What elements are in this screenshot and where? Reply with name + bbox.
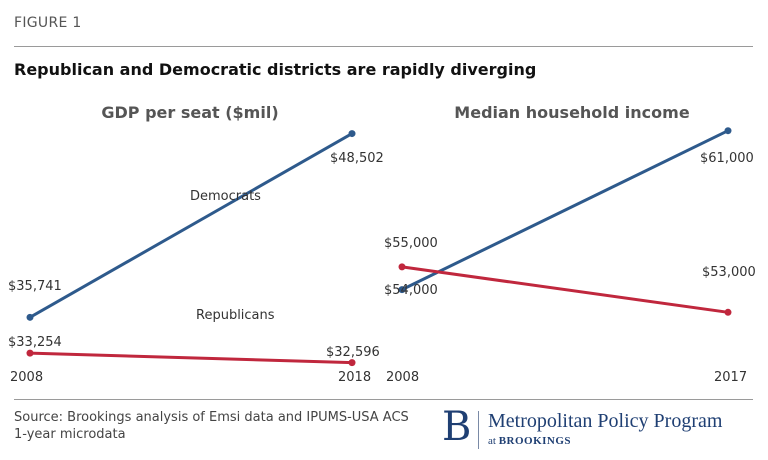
program-at: at	[488, 435, 496, 447]
gdp-republicans-label-2018: $32,596	[326, 345, 380, 360]
gdp-x-tick-2018: 2018	[338, 370, 371, 385]
logo-divider	[478, 411, 479, 449]
chart-title-gdp: GDP per seat ($mil)	[101, 103, 278, 122]
gdp-democrats-label-2008: $35,741	[8, 279, 62, 294]
gdp-republicans-point-2018	[348, 359, 356, 367]
gdp-democrats-label-2018: $48,502	[330, 151, 384, 166]
income-red-label-2017: $53,000	[702, 265, 756, 280]
income-red-label-2008: $55,000	[384, 236, 438, 251]
series-name-republicans: Republicans	[196, 308, 275, 323]
program-name: Metropolitan Policy Program	[488, 410, 723, 432]
income-red-point-2008	[398, 263, 406, 271]
program-affiliation: at BROOKINGS	[488, 435, 571, 447]
chart-median-household-income: Median household income $54,000 $61,000 …	[384, 103, 756, 385]
gdp-republicans-line	[29, 351, 353, 365]
income-red-line	[401, 265, 729, 314]
income-blue-point-2017	[724, 127, 732, 135]
income-blue-label-2017: $61,000	[700, 151, 754, 166]
gdp-republicans-point-2008	[26, 349, 34, 357]
income-blue-point-2008	[398, 286, 406, 294]
gdp-republicans-label-2008: $33,254	[8, 335, 62, 350]
income-blue-label-2008: $54,000	[384, 283, 438, 298]
gdp-x-tick-2008: 2008	[10, 370, 43, 385]
chart-title-income: Median household income	[454, 103, 690, 122]
bottom-divider	[14, 399, 753, 400]
gdp-democrats-point-2008	[26, 313, 34, 321]
income-x-tick-2017: 2017	[714, 370, 747, 385]
income-x-tick-2008: 2008	[386, 370, 419, 385]
page-title: Republican and Democratic districts are …	[14, 60, 537, 79]
gdp-democrats-line	[29, 132, 353, 319]
logo-letter: B	[442, 404, 472, 450]
program-brand: BROOKINGS	[498, 435, 572, 447]
charts-canvas: GDP per seat ($mil) $35,741 $48,502 $33,…	[8, 103, 756, 385]
series-name-democrats: Democrats	[190, 189, 261, 204]
brookings-logo: B Metropolitan Policy Program at BROOKIN…	[442, 404, 762, 451]
income-red-point-2017	[724, 308, 732, 316]
figure-label: FIGURE 1	[14, 15, 82, 31]
chart-gdp-per-seat: GDP per seat ($mil) $35,741 $48,502 $33,…	[8, 103, 384, 385]
source-note: Source: Brookings analysis of Emsi data …	[14, 410, 409, 442]
income-blue-line	[401, 129, 729, 291]
gdp-democrats-point-2018	[348, 130, 356, 138]
top-divider	[14, 46, 753, 47]
